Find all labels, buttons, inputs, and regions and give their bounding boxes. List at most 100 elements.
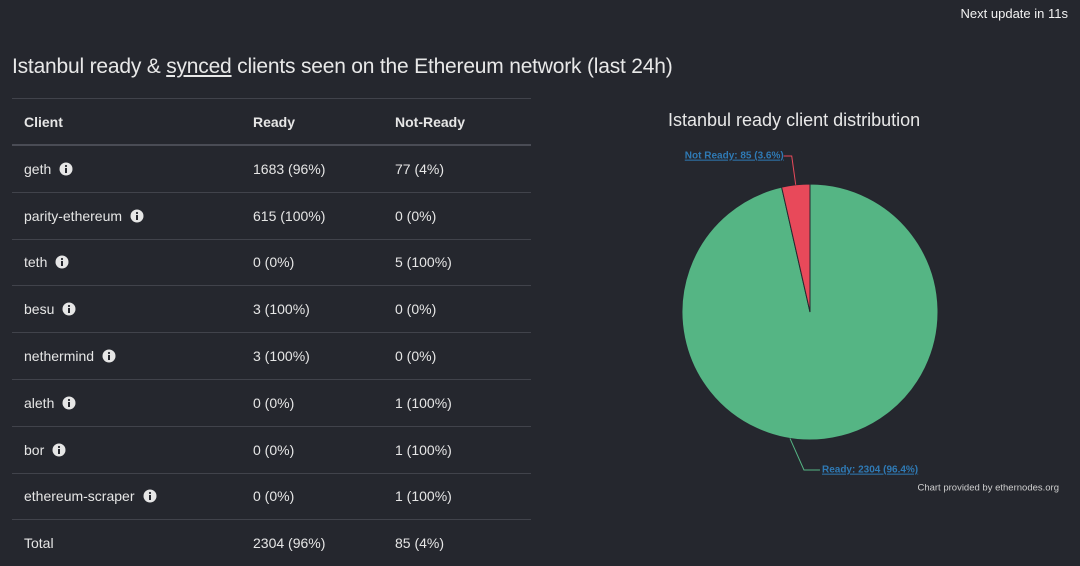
- table-row: teth 0 (0%) 5 (100%): [12, 240, 531, 287]
- client-name: besu: [24, 301, 76, 317]
- cell-text: 3 (100%): [253, 348, 310, 365]
- update-timer: Next update in 11s: [960, 6, 1068, 21]
- total-cell: Total: [24, 535, 54, 552]
- client-name: bor: [24, 442, 66, 458]
- info-dot: [58, 445, 61, 448]
- info-icon[interactable]: [143, 489, 157, 503]
- info-icon[interactable]: [62, 396, 76, 410]
- info-stem: [61, 261, 64, 267]
- cell-text: 1683 (96%): [253, 160, 326, 177]
- count-cell: 0 (0%): [253, 254, 294, 270]
- info-dot: [61, 258, 64, 261]
- slice-label: Not Ready: 85 (3.6%): [685, 151, 784, 162]
- cell-text: teth: [24, 254, 48, 271]
- info-icon[interactable]: [52, 443, 66, 457]
- column-header: Not-Ready: [395, 113, 466, 130]
- count-cell: 1 (100%): [395, 442, 452, 458]
- info-dot: [68, 398, 71, 401]
- chart-title: Istanbul ready client distribution: [668, 110, 920, 130]
- table-row: bor 0 (0%) 1 (100%): [12, 427, 531, 474]
- cell-text: nethermind: [24, 348, 95, 365]
- column-header: Client: [24, 113, 63, 130]
- table-row: ethereum-scraper 0 (0%) 1 (100%): [12, 474, 531, 521]
- synced-link[interactable]: synced: [166, 55, 232, 78]
- slice-label: Ready: 2304 (96.4%): [822, 465, 918, 476]
- count-cell: 1683 (96%): [253, 161, 325, 177]
- count-cell: 77 (4%): [395, 161, 444, 177]
- cell-text: 615 (100%): [253, 207, 326, 224]
- count-cell: 0 (0%): [253, 488, 294, 504]
- count-cell: 0 (0%): [395, 301, 436, 317]
- count-cell: 1 (100%): [395, 395, 452, 411]
- count-cell: 0 (0%): [253, 395, 294, 411]
- client-name: nethermind: [24, 348, 116, 364]
- cell-text: bor: [24, 441, 45, 458]
- count-cell: 615 (100%): [253, 208, 325, 224]
- info-icon[interactable]: [102, 349, 116, 363]
- info-icon[interactable]: [55, 255, 69, 269]
- info-stem: [108, 355, 111, 361]
- cell-text: ethereum-scraper: [24, 488, 135, 505]
- page-title: Istanbul ready & synced clients seen on …: [12, 55, 673, 79]
- cell-text: 1 (100%): [395, 488, 452, 505]
- table-row: nethermind 3 (100%) 0 (0%): [12, 333, 531, 380]
- cell-text: 3 (100%): [253, 301, 310, 318]
- count-cell: 0 (0%): [253, 442, 294, 458]
- cell-text: 5 (100%): [395, 254, 452, 271]
- cell-text: 0 (0%): [253, 254, 295, 271]
- info-dot: [65, 164, 68, 167]
- info-stem: [58, 448, 61, 454]
- client-name: aleth: [24, 395, 76, 411]
- pie-chart: Istanbul ready client distribution Ready:…: [668, 110, 1059, 494]
- count-cell: 0 (0%): [395, 208, 436, 224]
- pie-slice: [781, 183, 811, 313]
- cell-text: 0 (0%): [253, 488, 295, 505]
- info-stem: [68, 401, 71, 407]
- cell-text: aleth: [24, 394, 55, 411]
- table-header-row: Client Ready Not-Ready: [12, 98, 531, 146]
- client-name: ethereum-scraper: [24, 488, 157, 504]
- total-row: Total 2304 (96%) 85 (4%): [12, 520, 531, 566]
- client-name: geth: [24, 161, 73, 177]
- leader-line: [783, 155, 797, 185]
- table-row: parity-ethereum 615 (100%) 0 (0%): [12, 193, 531, 240]
- chart-credit: Chart provided by ethernodes.org: [917, 483, 1059, 494]
- info-dot: [68, 305, 71, 308]
- info-stem: [65, 167, 68, 173]
- client-name: parity-ethereum: [24, 208, 144, 224]
- cell-text: 0 (0%): [253, 394, 295, 411]
- clients-table: Client Ready Not-Ready geth 1683 (96%) 77 (4%…: [12, 98, 531, 566]
- info-stem: [148, 495, 151, 501]
- title-text: Istanbul ready &: [12, 55, 167, 78]
- table-row: besu 3 (100%) 0 (0%): [12, 286, 531, 334]
- cell-text: geth: [24, 160, 52, 177]
- total-cell: 2304 (96%): [253, 535, 326, 552]
- table-row: geth 1683 (96%) 77 (4%): [12, 146, 531, 193]
- info-dot: [135, 211, 139, 214]
- cell-text: 77 (4%): [395, 160, 445, 177]
- cell-text: 1 (100%): [395, 394, 452, 411]
- client-name: teth: [24, 254, 69, 270]
- leader-line: [789, 438, 820, 471]
- total-cell: 85 (4%): [395, 535, 445, 552]
- count-cell: 3 (100%): [253, 348, 310, 364]
- cell-text: 0 (0%): [395, 207, 437, 224]
- cell-text: 0 (0%): [395, 348, 437, 365]
- table-row: aleth 0 (0%) 1 (100%): [12, 380, 531, 427]
- info-icon[interactable]: [59, 162, 73, 176]
- cell-text: 0 (0%): [253, 441, 295, 458]
- cell-text: 1 (100%): [395, 441, 452, 458]
- info-icon[interactable]: [62, 302, 76, 316]
- column-header: Ready: [253, 113, 296, 130]
- cell-text: parity-ethereum: [24, 207, 123, 224]
- info-dot: [148, 492, 151, 495]
- cell-text: 0 (0%): [395, 301, 437, 318]
- cell-text: besu: [24, 301, 55, 318]
- count-cell: 5 (100%): [395, 254, 452, 270]
- info-stem: [136, 214, 139, 220]
- info-stem: [68, 308, 71, 314]
- info-dot: [107, 351, 111, 355]
- count-cell: 0 (0%): [395, 348, 436, 364]
- info-icon[interactable]: [130, 209, 144, 223]
